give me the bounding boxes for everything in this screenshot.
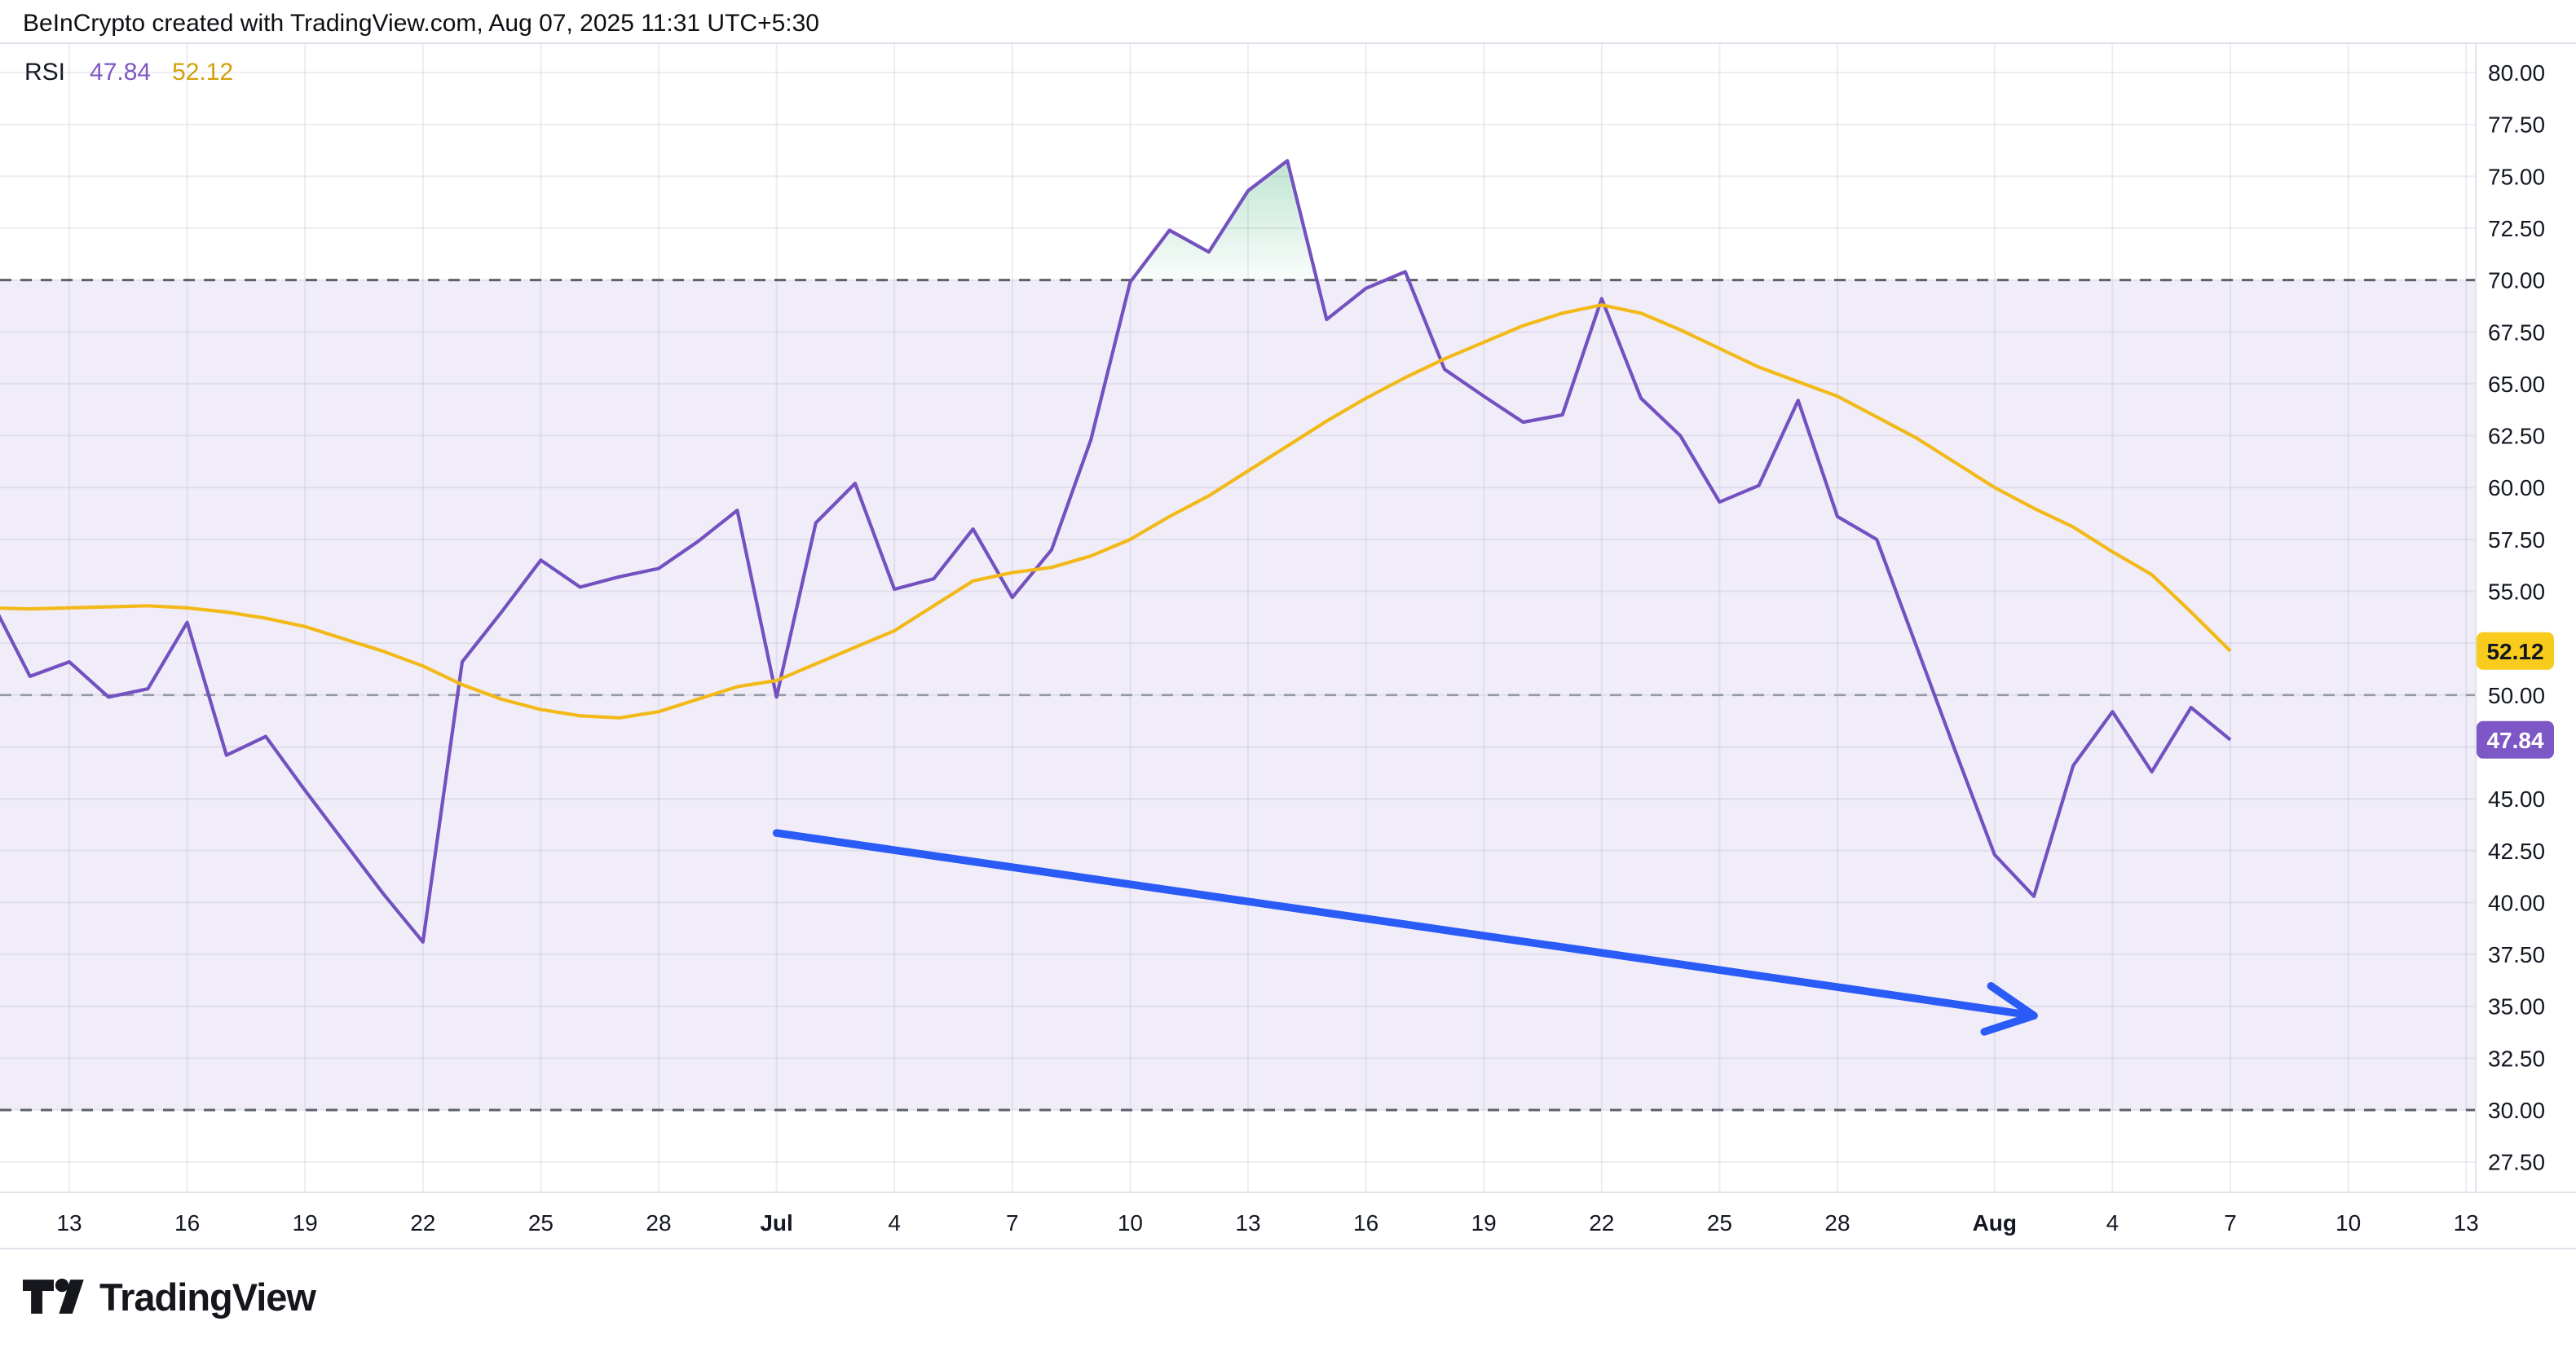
svg-text:7: 7 xyxy=(1006,1210,1019,1236)
svg-text:27.50: 27.50 xyxy=(2488,1150,2545,1175)
svg-text:62.50: 62.50 xyxy=(2488,424,2545,449)
svg-text:47.84: 47.84 xyxy=(2486,728,2543,753)
svg-text:60.00: 60.00 xyxy=(2488,475,2545,500)
svg-text:16: 16 xyxy=(1353,1210,1378,1236)
svg-text:10: 10 xyxy=(1118,1210,1143,1236)
svg-text:Aug: Aug xyxy=(1973,1210,2017,1236)
gridlines xyxy=(0,43,2476,1192)
svg-text:Jul: Jul xyxy=(760,1210,792,1236)
svg-text:13: 13 xyxy=(56,1210,82,1236)
svg-text:67.50: 67.50 xyxy=(2488,319,2545,345)
svg-text:77.50: 77.50 xyxy=(2488,112,2545,138)
svg-text:19: 19 xyxy=(1471,1210,1497,1236)
svg-text:28: 28 xyxy=(1824,1210,1850,1236)
svg-text:13: 13 xyxy=(1235,1210,1260,1236)
svg-text:22: 22 xyxy=(1589,1210,1614,1236)
svg-text:35.00: 35.00 xyxy=(2488,994,2545,1020)
rsi-ma-line xyxy=(0,303,2232,720)
svg-text:72.50: 72.50 xyxy=(2488,216,2545,241)
svg-text:7: 7 xyxy=(2224,1210,2237,1236)
svg-text:75.00: 75.00 xyxy=(2488,164,2545,189)
svg-text:19: 19 xyxy=(293,1210,318,1236)
svg-text:80.00: 80.00 xyxy=(2488,60,2545,86)
svg-text:50.00: 50.00 xyxy=(2488,683,2545,708)
svg-text:4: 4 xyxy=(2106,1210,2119,1236)
svg-text:40.00: 40.00 xyxy=(2488,890,2545,915)
tradingview-logo-text: TradingView xyxy=(99,1275,316,1319)
rsi-line xyxy=(0,159,2232,944)
svg-text:4: 4 xyxy=(888,1210,901,1236)
svg-text:37.50: 37.50 xyxy=(2488,942,2545,967)
ma-legend-value: 52.12 xyxy=(172,59,234,86)
svg-text:30.00: 30.00 xyxy=(2488,1098,2545,1123)
svg-text:57.50: 57.50 xyxy=(2488,527,2545,553)
indicator-name: RSI xyxy=(24,59,66,86)
svg-text:10: 10 xyxy=(2336,1210,2361,1236)
svg-text:45.00: 45.00 xyxy=(2488,786,2545,812)
trend-arrow[interactable] xyxy=(772,829,2038,1036)
tradingview-logo[interactable]: TradingView xyxy=(23,1273,316,1320)
svg-text:65.00: 65.00 xyxy=(2488,372,2545,397)
svg-text:16: 16 xyxy=(174,1210,200,1236)
rsi-legend-value: 47.84 xyxy=(90,59,152,86)
svg-text:55.00: 55.00 xyxy=(2488,579,2545,605)
svg-text:13: 13 xyxy=(2454,1210,2479,1236)
ma-price-label-badge: 52.12 xyxy=(2477,632,2554,670)
svg-text:25: 25 xyxy=(528,1210,554,1236)
indicator-legend: RSI 47.84 52.12 xyxy=(24,59,233,86)
overbought-gradient-fill xyxy=(1052,161,1484,280)
svg-text:52.12: 52.12 xyxy=(2486,639,2543,664)
svg-text:42.50: 42.50 xyxy=(2488,839,2545,864)
svg-text:22: 22 xyxy=(410,1210,435,1236)
price-scale[interactable]: 80.00 77.50 75.00 72.50 70.00 67.50 65.00 62.50… xyxy=(2477,60,2554,1175)
svg-text:70.00: 70.00 xyxy=(2488,268,2545,293)
rsi-price-label-badge: 47.84 xyxy=(2477,720,2554,759)
pane-borders xyxy=(0,42,2576,1249)
attribution-text: BeInCrypto created with TradingView.com,… xyxy=(23,10,819,37)
svg-text:32.50: 32.50 xyxy=(2488,1046,2545,1071)
tradingview-logo-icon xyxy=(23,1278,84,1314)
time-scale[interactable]: 13 16 19 22 25 28 Jul 4 7 10 13 16 19 22 25 28 Aug 4 7 10 13 xyxy=(56,1210,2478,1236)
svg-text:28: 28 xyxy=(646,1210,671,1236)
svg-text:25: 25 xyxy=(1707,1210,1732,1236)
